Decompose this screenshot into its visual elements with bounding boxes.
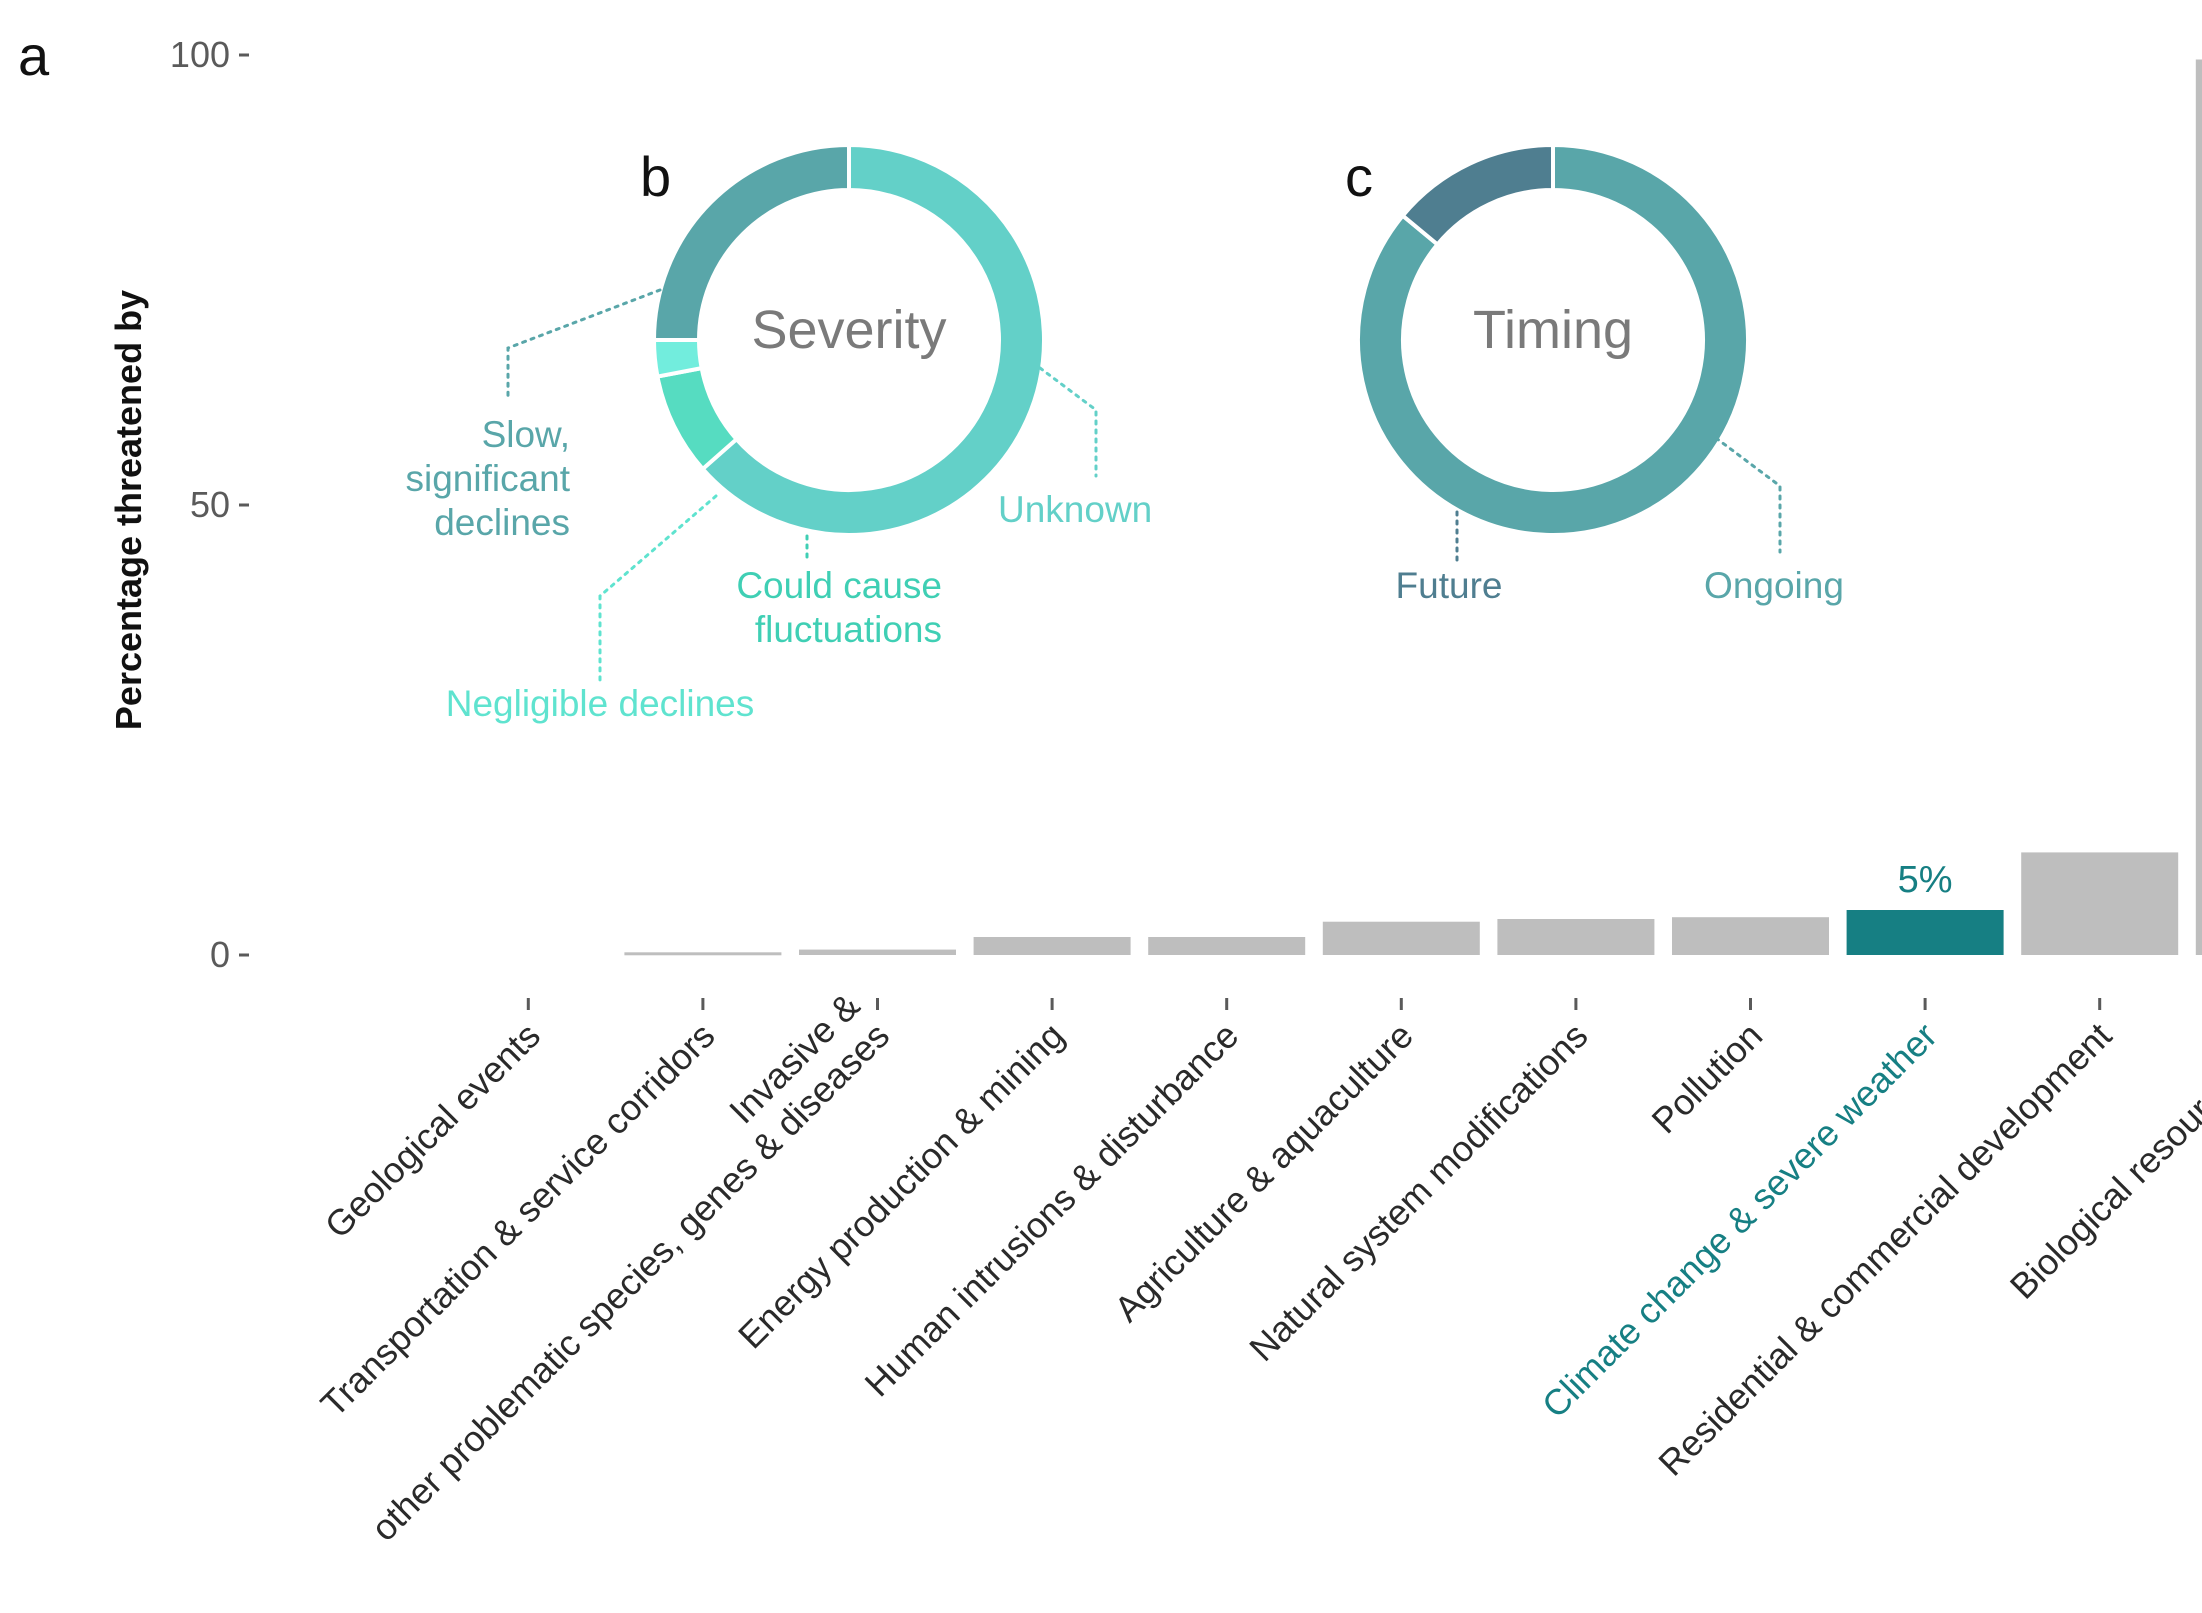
x-tick-label-line: Human intrusions & disturbance (857, 1015, 1247, 1405)
bar (973, 937, 1131, 955)
donut-slice (699, 142, 1046, 537)
callout-leader (1714, 436, 1782, 554)
bar-series (624, 59, 2202, 956)
callout-label: fluctuations (755, 609, 942, 650)
panel-a-letter: a (18, 24, 50, 87)
bar (799, 949, 956, 955)
y-axis: 0 50 100 (170, 34, 249, 975)
donut-slice (1399, 142, 1555, 248)
x-tick-label-line: Transportation & service corridors (313, 1015, 723, 1425)
bar (1672, 917, 1829, 955)
timing-donut (1356, 142, 1750, 537)
y-axis-title: Percentage threatened by (108, 290, 149, 730)
donut-callouts: Unknown Could causefluctuationsNegligible… (405, 288, 1844, 724)
y-tick-label: 0 (210, 934, 230, 975)
x-tick-label-line: Natural system modifications (1241, 1015, 1595, 1369)
callout-leader (506, 288, 662, 402)
bar (1148, 937, 1306, 955)
panel-b-letter: b (640, 145, 671, 208)
x-tick-label: Human intrusions & disturbance (857, 1015, 1247, 1405)
callout-leader (1038, 366, 1098, 478)
bar (2195, 59, 2202, 955)
callout-label: significant (405, 458, 570, 499)
callout-label: declines (434, 502, 570, 543)
callout-label: Slow, (482, 414, 570, 455)
severity-center-label: Severity (751, 300, 946, 360)
y-tick-label: 50 (190, 484, 230, 525)
highlight-value-label: 5% (1898, 859, 1953, 901)
bar (1497, 919, 1655, 955)
x-tick-label: Climate change & severe weather (1534, 1015, 1945, 1426)
bar (1322, 921, 1480, 955)
y-tick-label: 100 (170, 34, 230, 75)
callout-leader (598, 494, 718, 682)
callout-label: Ongoing (1704, 565, 1844, 606)
callout-label: Unknown (998, 489, 1152, 530)
callout-label: Could cause (736, 565, 942, 606)
donut-slice (651, 338, 704, 379)
panel-c-letter: c (1345, 145, 1373, 208)
timing-center-label: Timing (1473, 300, 1633, 360)
bar (624, 952, 782, 956)
x-tick-label-line: Climate change & severe weather (1534, 1015, 1945, 1426)
donut-slice (1356, 142, 1750, 537)
x-tick-label-line: Agriculture & aquaculture (1106, 1015, 1421, 1330)
bar (2021, 852, 2179, 955)
severity-donut (651, 142, 1046, 537)
x-tick-label: Pollution (1644, 1015, 1771, 1142)
x-tick-label: Transportation & service corridors (313, 1015, 723, 1425)
x-tick-label-line: Pollution (1644, 1015, 1771, 1142)
x-tick-label: Agriculture & aquaculture (1106, 1015, 1421, 1330)
callout-label: Negligible declines (446, 683, 755, 724)
donut-slice (651, 142, 851, 342)
callout-label: Future (1396, 565, 1503, 606)
x-tick-label: Natural system modifications (1241, 1015, 1595, 1369)
bar (1846, 910, 2004, 955)
